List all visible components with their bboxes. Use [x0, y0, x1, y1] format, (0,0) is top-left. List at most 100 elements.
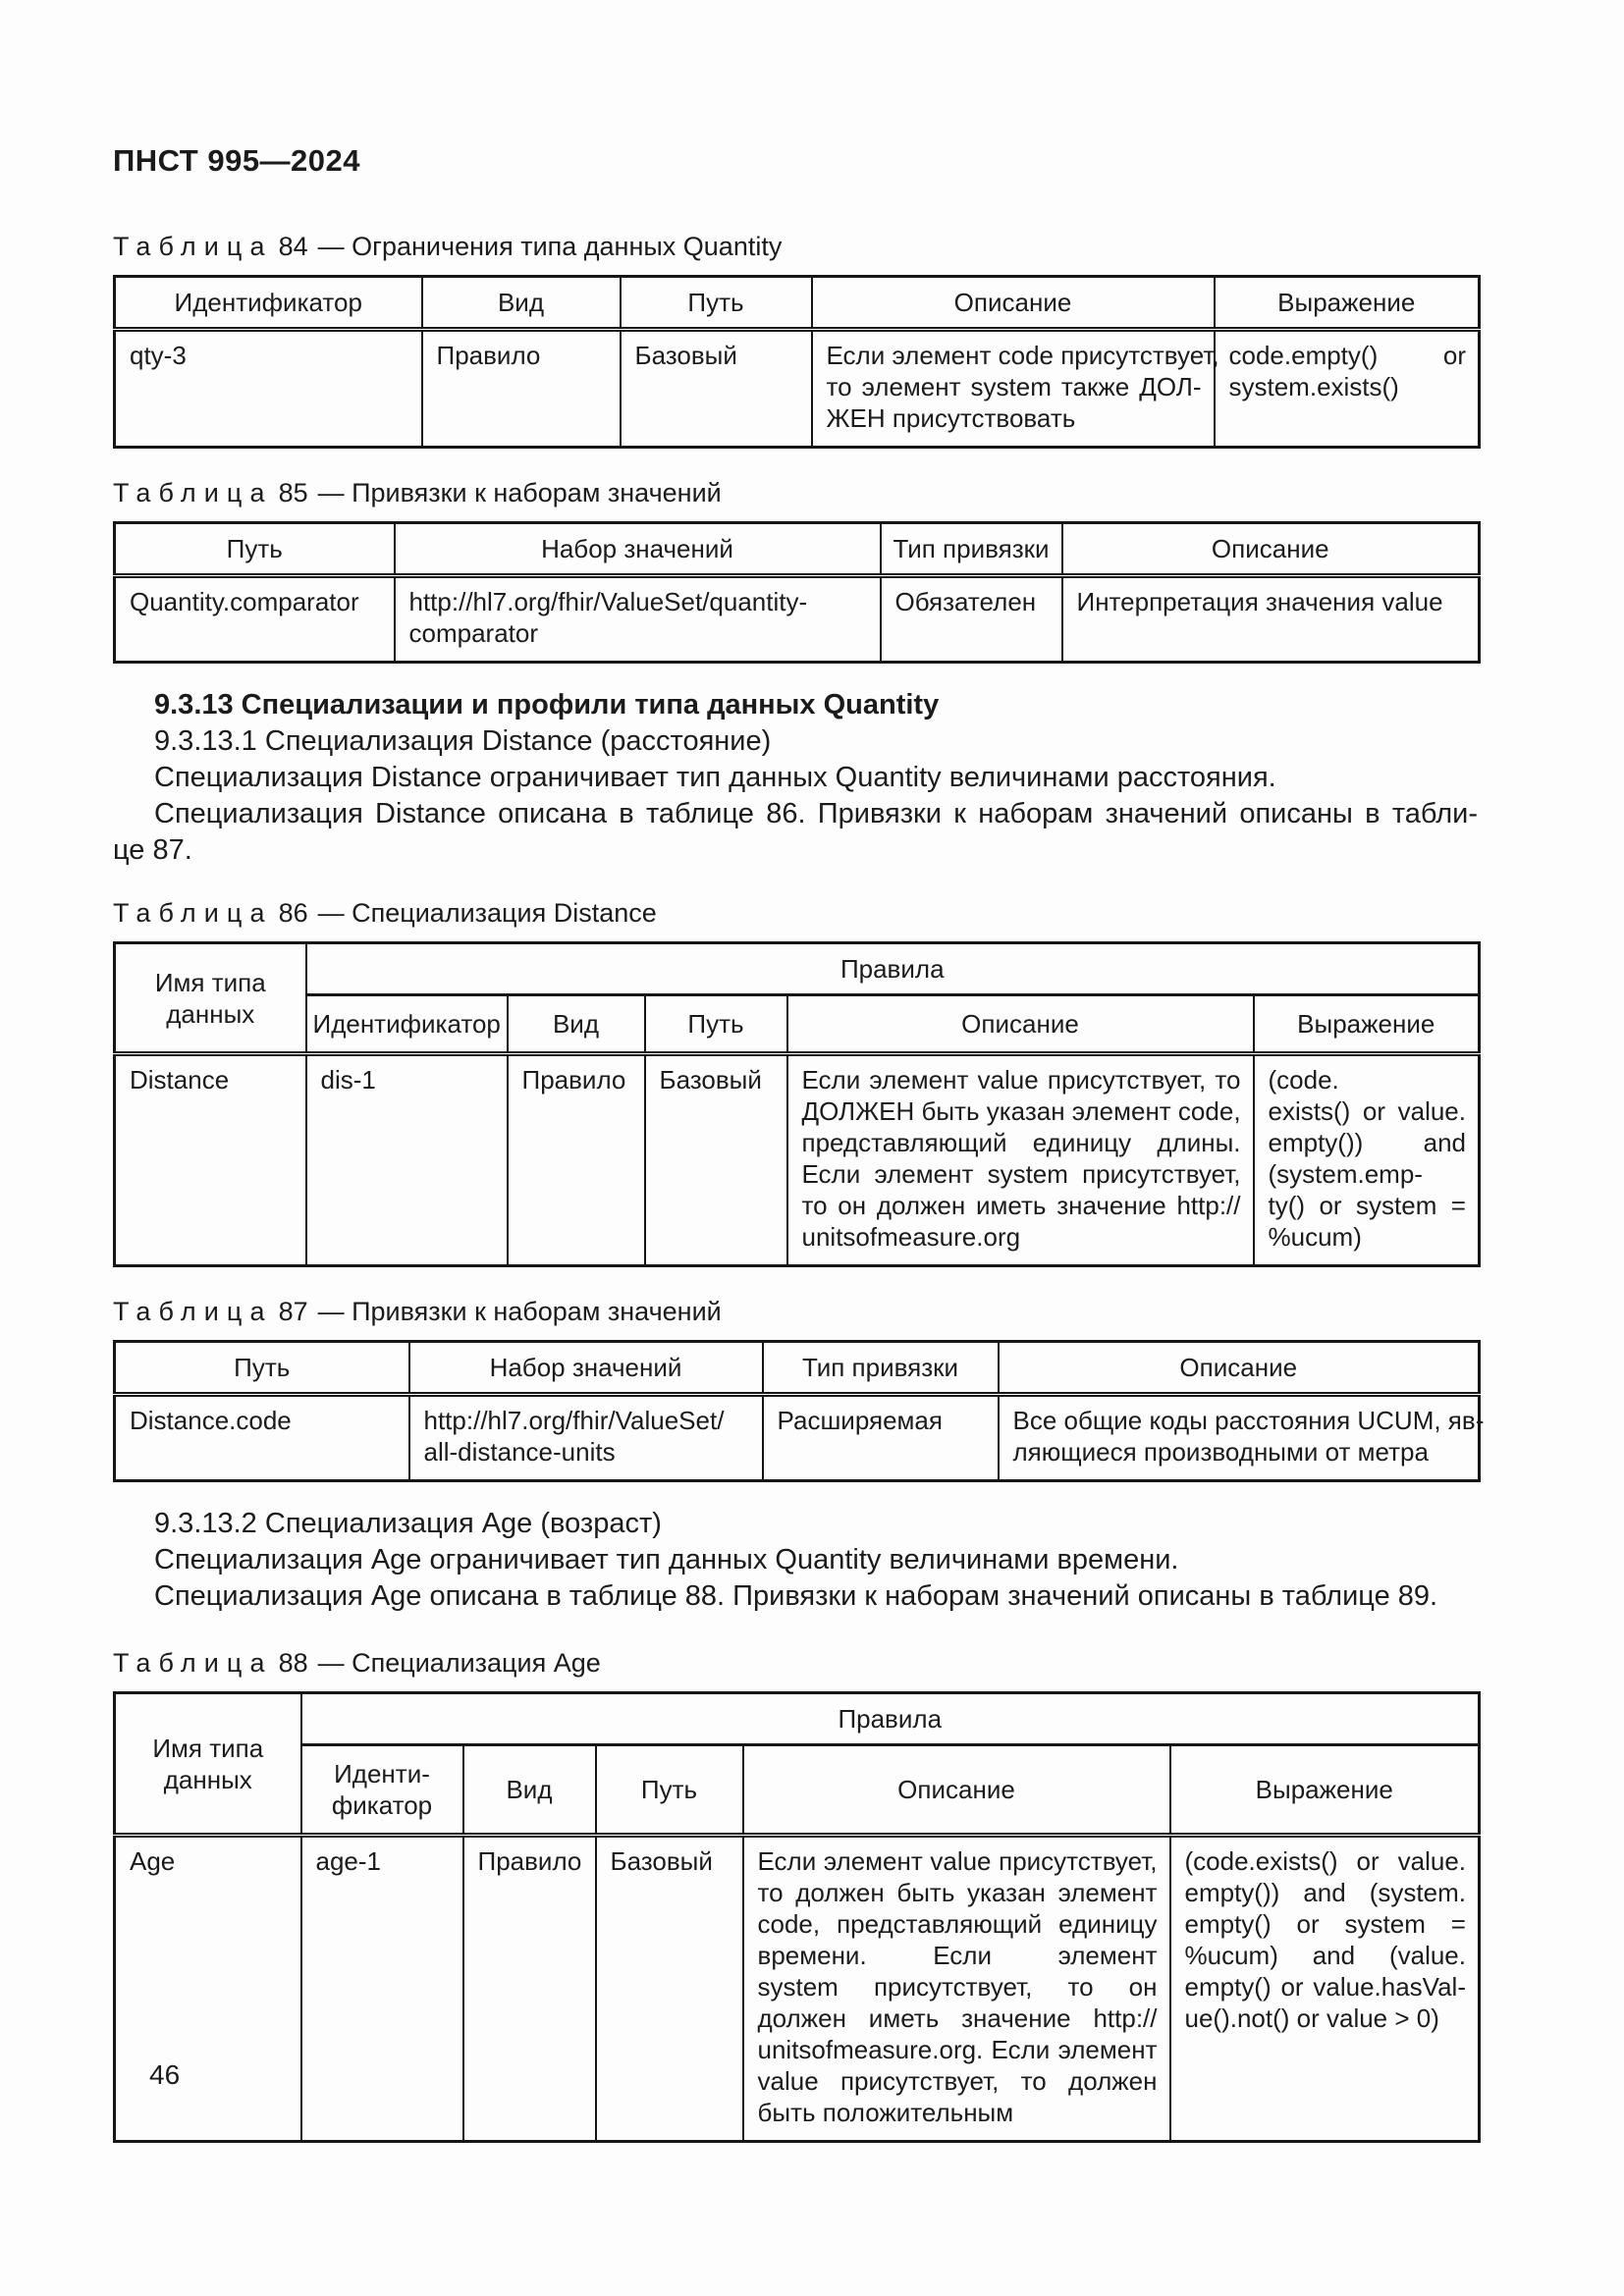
table-87-header-row: Путь Набор значений Тип привязки Описани…: [113, 1340, 1481, 1396]
col-path: Путь: [113, 521, 396, 577]
table-row: qty-3 Правило Базовый Если элемент code …: [113, 327, 1481, 449]
cell-description: Если элемент code присутствует, то элеме…: [810, 327, 1219, 449]
document-code-header: ПНСТ 995—2024: [113, 143, 361, 178]
caption-title: — Привязки к наборам значений: [317, 478, 722, 507]
cell-kind: Правило: [420, 327, 622, 449]
cell-identifier: qty-3: [113, 327, 423, 449]
col-path: Путь: [594, 1743, 744, 1837]
caption-title: — Ограничения типа данных Quantity: [317, 232, 783, 261]
cell-description: Интерпретация значения value: [1060, 573, 1481, 664]
cell-binding-type: Обязателен: [879, 573, 1063, 664]
col-type-name: Имя типа данных: [113, 941, 307, 1055]
col-binding-type: Тип привязки: [761, 1340, 1000, 1396]
heading-9-3-13-2: 9.3.13.2 Специализация Age (возраст): [154, 1508, 662, 1539]
table-row: Age age-1 Правило Базовый Если элемент v…: [113, 1833, 1481, 2143]
cell-type-name: Distance: [113, 1051, 307, 1267]
cell-identifier: age-1: [299, 1833, 464, 2143]
cell-identifier: dis-1: [304, 1051, 509, 1267]
cell-valueset: http://hl7.org/fhir/ValueSet/quantity- c…: [393, 573, 882, 664]
paragraph: Специализация Age описана в таблице 88. …: [154, 1580, 1438, 1612]
cell-path: Базовый: [643, 1051, 788, 1267]
page-number: 46: [149, 2059, 181, 2090]
col-valueset: Набор значений: [393, 521, 882, 577]
col-description: Описание: [1060, 521, 1481, 577]
table-87-valueset-bindings: Путь Набор значений Тип привязки Описани…: [113, 1340, 1484, 1482]
table-84-quantity-constraints: Идентификатор Вид Путь Описание Выражени…: [113, 275, 1481, 449]
cell-description: Если элемент value присутствует, то ДОЛЖ…: [785, 1051, 1255, 1267]
col-identifier: Иденти- фикатор: [299, 1743, 464, 1837]
table-85-valueset-bindings: Путь Набор значений Тип привязки Описани…: [113, 521, 1481, 664]
table-85-header-row: Путь Набор значений Тип привязки Описани…: [113, 521, 1481, 577]
caption-number: 85: [278, 478, 308, 507]
col-description: Описание: [785, 993, 1255, 1055]
caption-number: 86: [278, 898, 308, 928]
caption-number: 87: [278, 1297, 308, 1326]
caption-number: 84: [278, 232, 308, 261]
cell-binding-type: Расширяемая: [761, 1392, 1000, 1482]
col-group-rules: Правила: [299, 1691, 1481, 1746]
cell-expression: (code. exists() or value. empty()) and (…: [1252, 1051, 1481, 1267]
table-86-subheader-row: Идентификатор Вид Путь Описание Выражени…: [115, 993, 1481, 1055]
table-87-caption: Таблица 87 — Привязки к наборам значений: [113, 1297, 1478, 1327]
caption-title: — Специализация Distance: [317, 898, 657, 928]
col-identifier: Идентификатор: [304, 993, 509, 1055]
table-86-caption: Таблица 86 — Специализация Distance: [113, 898, 1478, 929]
table-85-caption: Таблица 85 — Привязки к наборам значений: [113, 478, 1478, 508]
table-row: Distance.code http://hl7.org/fhir/ValueS…: [113, 1392, 1484, 1482]
col-kind: Вид: [420, 275, 622, 331]
cell-path: Quantity.comparator: [113, 573, 396, 664]
col-kind: Вид: [506, 993, 646, 1055]
table-88-group-header-row: Имя типа данных Правила: [113, 1691, 1481, 1837]
caption-number: 88: [278, 1648, 308, 1678]
col-description: Описание: [997, 1340, 1481, 1396]
col-expression: Выражение: [1252, 993, 1481, 1055]
table-88-subheader-row: Иденти- фикатор Вид Путь Описание Выраже…: [115, 1743, 1481, 1837]
caption-word: Таблица: [113, 1297, 273, 1326]
col-identifier: Идентификатор: [113, 275, 423, 331]
paragraph: Специализация Distance ограничивает тип …: [154, 762, 1276, 793]
col-description: Описание: [810, 275, 1216, 331]
col-path: Путь: [113, 1340, 410, 1396]
caption-title: — Привязки к наборам значений: [317, 1297, 722, 1326]
cell-path: Базовый: [619, 327, 813, 449]
table-row: Quantity.comparator http://hl7.org/fhir/…: [113, 573, 1481, 664]
cell-expression: (code.exists() or value. empty()) and (s…: [1168, 1833, 1481, 2143]
table-row: Distance dis-1 Правило Базовый Если элем…: [113, 1051, 1481, 1267]
cell-expression: code.empty() or system.exists(): [1213, 327, 1481, 449]
caption-word: Таблица: [113, 478, 273, 507]
cell-description: Все общие коды расстояния UCUM, яв- ляющ…: [997, 1392, 1484, 1482]
cell-type-name: Age: [113, 1833, 302, 2143]
cell-description: Если элемент value присутствует, то долж…: [741, 1833, 1171, 2143]
table-86-distance-specialization: Имя типа данных Правила Идентификатор Ви…: [113, 941, 1481, 1267]
paragraph: Специализация Distance описана в таблице…: [113, 798, 1478, 866]
caption-word: Таблица: [113, 1648, 273, 1678]
col-expression: Выражение: [1213, 275, 1481, 331]
table-84-header-row: Идентификатор Вид Путь Описание Выражени…: [113, 275, 1481, 331]
caption-title: — Специализация Age: [317, 1648, 601, 1678]
cell-path: Базовый: [594, 1833, 744, 2143]
cell-kind: Правило: [461, 1833, 597, 2143]
col-description: Описание: [741, 1743, 1171, 1837]
col-path: Путь: [643, 993, 788, 1055]
table-88-age-specialization: Имя типа данных Правила Иденти- фикатор …: [113, 1691, 1481, 2143]
heading-9-3-13-1: 9.3.13.1 Специализация Distance (расстоя…: [154, 725, 772, 757]
cell-kind: Правило: [506, 1051, 646, 1267]
col-binding-type: Тип привязки: [879, 521, 1063, 577]
cell-path: Distance.code: [113, 1392, 410, 1482]
page-content: ПНСТ 995—2024 Таблица 84— Ограничения тип…: [113, 0, 1484, 2143]
section-9-3-13: 9.3.13 Специализации и профили типа данн…: [113, 687, 1478, 869]
col-kind: Вид: [461, 1743, 597, 1837]
table-86-group-header-row: Имя типа данных Правила: [113, 941, 1481, 1055]
table-88-caption: Таблица 88 — Специализация Age: [113, 1648, 1478, 1679]
col-path: Путь: [619, 275, 813, 331]
col-valueset: Набор значений: [407, 1340, 764, 1396]
table-84-caption: Таблица 84 — Ограничения типа данных Quant…: [113, 232, 1478, 262]
caption-word: Таблица: [113, 898, 273, 928]
col-type-name: Имя типа данных: [113, 1691, 302, 1837]
paragraph: Специализация Age ограничивает тип данны…: [154, 1544, 1179, 1575]
cell-valueset: http://hl7.org/fhir/ValueSet/ all-distan…: [407, 1392, 764, 1482]
col-expression: Выражение: [1168, 1743, 1481, 1837]
heading-9-3-13: 9.3.13 Специализации и профили типа данн…: [154, 689, 940, 721]
caption-word: Таблица: [113, 232, 273, 261]
